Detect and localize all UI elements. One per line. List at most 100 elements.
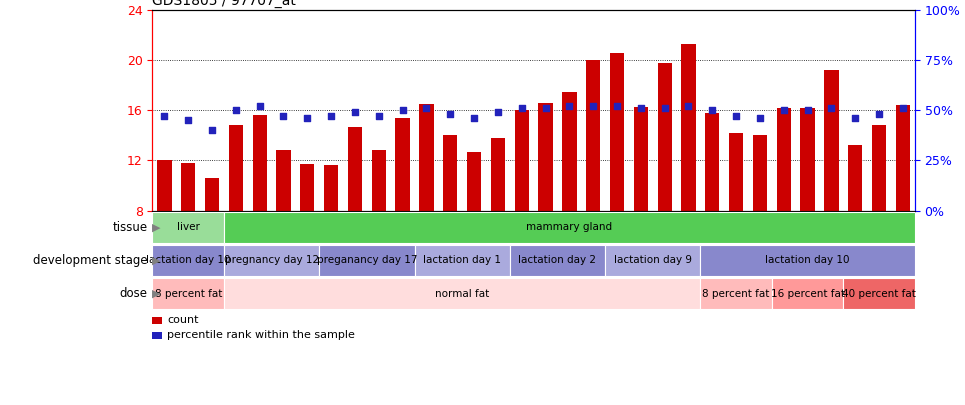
- Bar: [324, 166, 339, 211]
- Bar: [419, 104, 433, 211]
- Bar: [467, 152, 482, 211]
- Point: [395, 107, 410, 114]
- Bar: [514, 111, 529, 211]
- Text: percentile rank within the sample: percentile rank within the sample: [167, 330, 355, 340]
- Bar: [681, 44, 696, 211]
- Text: lactation day 9: lactation day 9: [614, 256, 692, 265]
- Point: [562, 103, 577, 110]
- Bar: [772, 278, 843, 309]
- Bar: [253, 115, 266, 211]
- Bar: [157, 160, 172, 211]
- Point: [252, 103, 267, 110]
- Point: [609, 103, 624, 110]
- Bar: [319, 245, 415, 276]
- Text: development stage: development stage: [33, 254, 148, 267]
- Bar: [729, 133, 743, 211]
- Point: [847, 115, 863, 122]
- Text: pregnancy day 12: pregnancy day 12: [225, 256, 318, 265]
- Bar: [605, 245, 701, 276]
- Bar: [896, 105, 910, 211]
- Point: [323, 113, 339, 119]
- Point: [514, 105, 530, 112]
- Point: [419, 105, 434, 112]
- Bar: [510, 245, 605, 276]
- Text: count: count: [167, 315, 199, 325]
- Bar: [705, 113, 720, 211]
- Text: 40 percent fat: 40 percent fat: [842, 289, 916, 298]
- Point: [824, 105, 840, 112]
- Text: tissue: tissue: [113, 221, 148, 234]
- Point: [156, 113, 172, 119]
- Text: 8 percent fat: 8 percent fat: [703, 289, 770, 298]
- Bar: [610, 53, 624, 211]
- Text: mammary gland: mammary gland: [526, 222, 613, 232]
- Text: lactation day 10: lactation day 10: [765, 256, 850, 265]
- Text: 8 percent fat: 8 percent fat: [154, 289, 222, 298]
- Bar: [491, 138, 505, 211]
- Point: [680, 103, 696, 110]
- Bar: [229, 126, 243, 211]
- Point: [276, 113, 291, 119]
- Bar: [347, 127, 362, 211]
- Bar: [824, 70, 839, 211]
- Point: [538, 105, 553, 112]
- Point: [871, 111, 887, 117]
- Point: [180, 117, 196, 124]
- Point: [490, 109, 506, 115]
- Bar: [753, 135, 767, 211]
- Point: [372, 113, 387, 119]
- Text: normal fat: normal fat: [435, 289, 489, 298]
- Bar: [396, 118, 410, 211]
- Point: [586, 103, 601, 110]
- Bar: [701, 245, 915, 276]
- Point: [704, 107, 720, 114]
- Text: liver: liver: [177, 222, 200, 232]
- Text: 16 percent fat: 16 percent fat: [771, 289, 844, 298]
- Bar: [181, 163, 195, 211]
- Point: [776, 107, 791, 114]
- Point: [228, 107, 243, 114]
- Bar: [152, 211, 224, 243]
- Point: [466, 115, 482, 122]
- Text: lactation day 10: lactation day 10: [146, 256, 231, 265]
- Text: dose: dose: [120, 287, 148, 300]
- Bar: [205, 178, 219, 211]
- Point: [633, 105, 648, 112]
- Bar: [872, 126, 886, 211]
- Bar: [586, 60, 600, 211]
- Bar: [634, 107, 648, 211]
- Bar: [563, 92, 576, 211]
- Bar: [300, 164, 315, 211]
- Point: [347, 109, 363, 115]
- Bar: [777, 108, 791, 211]
- Point: [205, 127, 220, 134]
- Bar: [372, 150, 386, 211]
- Text: ▶: ▶: [152, 222, 160, 232]
- Text: ▶: ▶: [152, 256, 160, 265]
- Text: lactation day 1: lactation day 1: [424, 256, 501, 265]
- Text: ▶: ▶: [152, 289, 160, 298]
- Bar: [415, 245, 510, 276]
- Point: [299, 115, 315, 122]
- Text: GDS1805 / 97707_at: GDS1805 / 97707_at: [152, 0, 296, 8]
- Point: [800, 107, 815, 114]
- Bar: [701, 278, 772, 309]
- Bar: [848, 145, 863, 211]
- Bar: [224, 245, 319, 276]
- Point: [443, 111, 458, 117]
- Bar: [443, 135, 457, 211]
- Bar: [538, 103, 553, 211]
- Bar: [657, 63, 672, 211]
- Bar: [224, 278, 701, 309]
- Point: [657, 105, 673, 112]
- Text: preganancy day 17: preganancy day 17: [317, 256, 417, 265]
- Bar: [276, 150, 290, 211]
- Bar: [152, 278, 224, 309]
- Bar: [800, 108, 814, 211]
- Point: [896, 105, 911, 112]
- Point: [729, 113, 744, 119]
- Point: [753, 115, 768, 122]
- Text: lactation day 2: lactation day 2: [518, 256, 596, 265]
- Bar: [843, 278, 915, 309]
- Bar: [152, 245, 224, 276]
